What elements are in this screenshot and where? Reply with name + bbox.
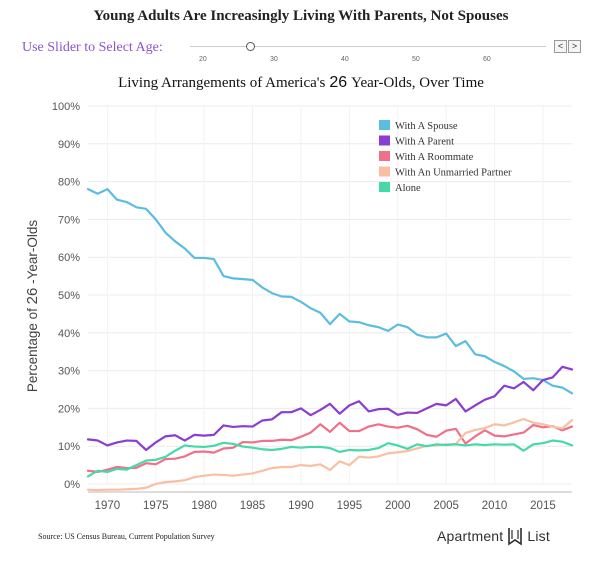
y-tick-label: 10% bbox=[58, 441, 80, 453]
slider-next-button[interactable]: > bbox=[568, 40, 581, 53]
slider-track[interactable] bbox=[190, 46, 546, 47]
x-tick-label: 1990 bbox=[288, 500, 314, 512]
chart-title-age: 26 bbox=[329, 74, 348, 91]
legend-label: Alone bbox=[395, 183, 421, 194]
page-title: Young Adults Are Increasingly Living Wit… bbox=[93, 8, 509, 24]
y-axis-label-prefix: Percentage of bbox=[25, 304, 40, 392]
series-line-alone bbox=[86, 439, 574, 478]
legend: With A Spouse With A Parent With A Roommat… bbox=[379, 120, 512, 194]
y-axis-label: Percentage of 26 -Year-Olds bbox=[24, 220, 41, 393]
y-axis-label-age: 26 bbox=[24, 288, 41, 305]
x-tick-label: 2010 bbox=[482, 500, 508, 512]
series-line-with-a-parent bbox=[86, 365, 574, 452]
y-tick-label: 30% bbox=[58, 366, 80, 378]
y-tick-label: 50% bbox=[58, 290, 80, 302]
y-tick-label: 70% bbox=[58, 214, 80, 226]
series-line-with-a-roommate bbox=[86, 421, 574, 473]
chart-title-prefix: Living Arrangements of America's bbox=[118, 75, 326, 91]
legend-swatch bbox=[379, 166, 390, 177]
x-tick-label: 1995 bbox=[337, 500, 363, 512]
x-tick-label: 2005 bbox=[433, 500, 459, 512]
y-tick-label: 60% bbox=[58, 252, 80, 264]
slider-tick: 50 bbox=[412, 56, 420, 63]
y-tick-label: 20% bbox=[58, 403, 80, 415]
age-slider: Use Slider to Select Age: 20 30 40 50 60… bbox=[0, 38, 602, 68]
series-line-with-an-unmarried-partner bbox=[86, 417, 574, 492]
series-line-with-a-spouse bbox=[86, 188, 574, 395]
chart-title-suffix: Year-Olds, Over Time bbox=[351, 75, 484, 91]
slider-tick: 60 bbox=[483, 56, 491, 63]
y-axis-label-suffix: -Year-Olds bbox=[25, 220, 40, 288]
legend-label: With A Spouse bbox=[395, 121, 458, 132]
slider-thumb[interactable] bbox=[246, 42, 255, 51]
x-tick-label: 2000 bbox=[385, 500, 411, 512]
x-tick-label: 2015 bbox=[530, 500, 556, 512]
legend-swatch bbox=[379, 120, 390, 130]
series-layer bbox=[86, 188, 574, 492]
slider-tick: 40 bbox=[341, 56, 349, 63]
legend-swatch bbox=[379, 182, 390, 192]
brand-name-left: Apartment bbox=[437, 528, 504, 545]
y-tick-label: 40% bbox=[58, 328, 80, 340]
legend-swatch bbox=[379, 135, 390, 146]
source-note: Source: US Census Bureau, Current Popula… bbox=[38, 532, 215, 541]
x-tick-label: 1985 bbox=[240, 500, 266, 512]
chart-title: Living Arrangements of America's 26 Year-O… bbox=[0, 74, 602, 92]
slider-label: Use Slider to Select Age: bbox=[22, 40, 163, 55]
axis-layer: 0% 10% 20% 30% 40% 50% 60% 70% 80% 90% 100% 1970 197… bbox=[24, 101, 572, 512]
slider-tick: 30 bbox=[270, 56, 278, 63]
brand-logo: Apartment List bbox=[437, 526, 550, 549]
x-tick-label: 1975 bbox=[143, 500, 169, 512]
grid-layer bbox=[88, 105, 572, 485]
legend-label: With A Roommate bbox=[395, 152, 474, 163]
slider-prev-button[interactable]: < bbox=[554, 40, 567, 53]
y-tick-label: 80% bbox=[58, 177, 80, 189]
x-tick-label: 1980 bbox=[191, 500, 217, 512]
x-tick-label: 1970 bbox=[95, 500, 121, 512]
y-tick-label: 90% bbox=[58, 139, 80, 151]
legend-label: With A Parent bbox=[395, 137, 454, 148]
slider-tick: 20 bbox=[199, 56, 207, 63]
y-tick-label: 100% bbox=[52, 101, 80, 113]
brand-name-right: List bbox=[527, 528, 550, 545]
y-tick-label: 0% bbox=[64, 479, 80, 491]
legend-swatch bbox=[379, 151, 390, 161]
legend-label: With An Unmarried Partner bbox=[395, 168, 512, 179]
brand-mark-icon bbox=[506, 526, 524, 549]
line-chart: 0% 10% 20% 30% 40% 50% 60% 70% 80% 90% 100% 1970 197… bbox=[24, 101, 574, 512]
